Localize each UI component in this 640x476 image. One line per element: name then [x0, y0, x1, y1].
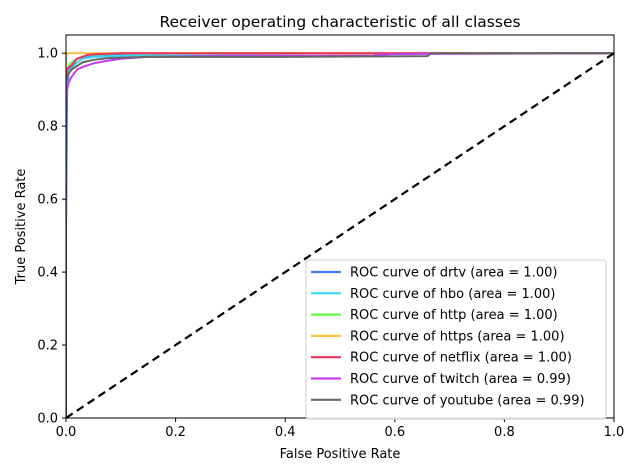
y-tick-label: 1.0 [37, 47, 58, 62]
y-axis-label: True Positive Rate [14, 169, 29, 286]
legend-entry: ROC curve of drtv (area = 1.00) [350, 266, 557, 281]
x-tick-label: 0.2 [165, 425, 186, 440]
roc-line-netflix [66, 52, 614, 418]
roc-line-twitch [66, 52, 614, 418]
y-tick-label: 0.2 [37, 339, 58, 354]
x-axis-ticks: 0.0 0.2 0.4 0.6 0.8 1.0 [56, 418, 625, 440]
legend-entry: ROC curve of hbo (area = 1.00) [350, 287, 556, 302]
x-tick-label: 1.0 [604, 425, 625, 440]
chance-diagonal-line [66, 52, 614, 418]
x-tick-label: 0.0 [56, 425, 77, 440]
y-tick-label: 0.8 [37, 120, 58, 135]
legend-entry: ROC curve of youtube (area = 0.99) [350, 393, 585, 408]
x-tick-label: 0.8 [494, 425, 515, 440]
x-axis-label: False Positive Rate [280, 447, 401, 462]
roc-line-youtube [66, 52, 614, 418]
y-axis-ticks: 0.0 0.2 0.4 0.6 0.8 1.0 [37, 47, 66, 427]
legend-box [305, 259, 607, 420]
y-tick-label: 0.0 [37, 412, 58, 427]
x-tick-label: 0.4 [275, 425, 296, 440]
legend-entry: ROC curve of http (area = 1.00) [350, 308, 558, 323]
legend-entry: ROC curve of https (area = 1.00) [350, 329, 565, 344]
legend-entry: ROC curve of netflix (area = 1.00) [350, 351, 572, 366]
legend-entry: ROC curve of twitch (area = 0.99) [350, 372, 571, 387]
y-tick-label: 0.4 [37, 266, 58, 281]
x-tick-label: 0.6 [384, 425, 405, 440]
y-tick-label: 0.6 [37, 193, 58, 208]
legend: ROC curve of drtv (area = 1.00) ROC curve… [305, 259, 607, 420]
chart-title: Receiver operating characteristic of all… [159, 13, 520, 31]
